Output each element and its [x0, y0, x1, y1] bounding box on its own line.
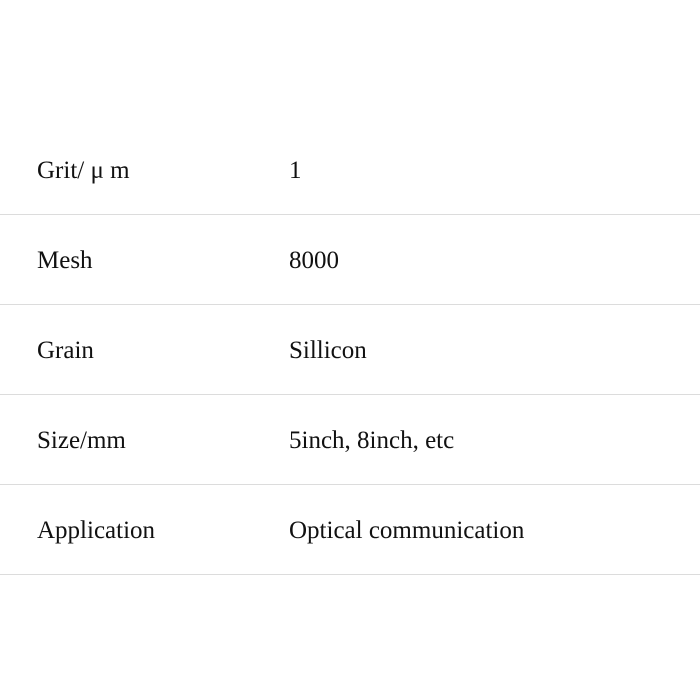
spec-value: 1: [289, 157, 302, 184]
table-row: Grain Sillicon: [0, 305, 700, 395]
spec-label: Size/mm: [37, 427, 126, 454]
spec-value: 8000: [289, 247, 339, 274]
spec-label: Application: [37, 517, 156, 544]
table-row: Mesh 8000: [0, 215, 700, 305]
spec-label: Grit/ μ m: [37, 157, 130, 184]
spec-value: 5inch, 8inch, etc: [289, 427, 455, 454]
table-row: Size/mm 5inch, 8inch, etc: [0, 395, 700, 485]
table-row: Grit/ μ m 1: [0, 125, 700, 215]
spec-label: Grain: [37, 337, 94, 364]
spec-label: Mesh: [37, 247, 93, 274]
spec-value: Sillicon: [289, 337, 367, 364]
spec-value: Optical communication: [289, 517, 525, 544]
spec-table: Grit/ μ m 1 Mesh 8000 Grain Sillicon Siz…: [0, 125, 700, 575]
table-row: Application Optical communication: [0, 485, 700, 575]
